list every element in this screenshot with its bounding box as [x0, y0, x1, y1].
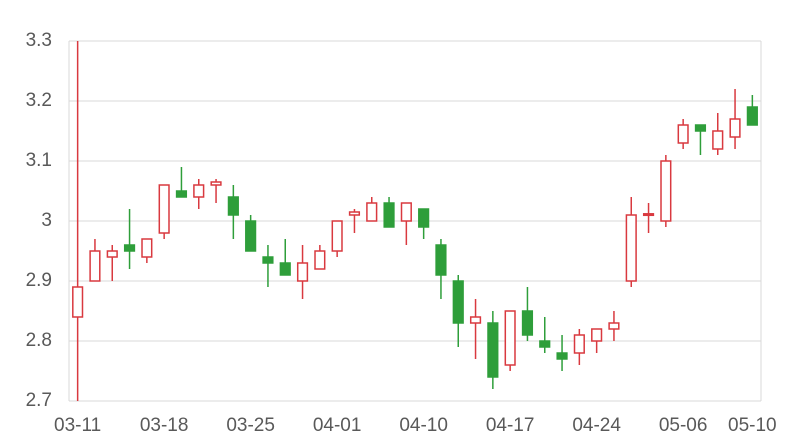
- candle-body: [245, 220, 257, 252]
- candle-body: [504, 310, 516, 366]
- candle-body: [642, 213, 655, 217]
- candle-body: [573, 334, 585, 354]
- candle-body: [435, 244, 447, 276]
- candle-body: [608, 322, 620, 330]
- x-tick-label: 05-10: [728, 415, 777, 436]
- candle-body: [141, 238, 153, 258]
- x-tick-label: 04-17: [486, 415, 535, 436]
- x-tick-label: 04-01: [313, 415, 362, 436]
- y-tick-label: 3.1: [26, 150, 52, 171]
- candle-body: [418, 208, 430, 228]
- candle-body: [712, 130, 724, 150]
- candle-body: [469, 316, 482, 324]
- y-tick-label: 3.2: [26, 90, 52, 111]
- x-tick-label: 03-11: [54, 415, 101, 436]
- candle-body: [262, 256, 274, 264]
- candle-body: [106, 250, 118, 258]
- y-tick-label: 2.9: [26, 270, 52, 291]
- candle-body: [331, 220, 343, 252]
- candle-body: [539, 340, 551, 348]
- candle-body: [348, 211, 361, 216]
- candle-body: [158, 184, 170, 234]
- y-tick-label: 3.3: [26, 30, 52, 51]
- candle-body: [279, 262, 291, 276]
- candle-body: [72, 286, 84, 318]
- candle-body: [89, 250, 101, 282]
- x-tick-label: 04-10: [399, 415, 448, 436]
- candle-body: [175, 190, 188, 198]
- x-tick-label: 03-18: [140, 415, 189, 436]
- candle-body: [487, 322, 499, 378]
- candle-body: [729, 118, 741, 138]
- candle-body: [677, 124, 689, 144]
- candle-body: [660, 160, 672, 222]
- candle-body: [556, 352, 568, 360]
- candle-body: [452, 280, 464, 324]
- x-tick-label: 04-24: [572, 415, 621, 436]
- candle-body: [383, 202, 395, 228]
- candle-body: [591, 328, 603, 342]
- candle-body: [314, 250, 326, 270]
- candle-body: [296, 262, 309, 282]
- x-tick-label: 05-06: [659, 415, 708, 436]
- candle-body: [366, 202, 378, 222]
- x-tick-label: 03-25: [226, 415, 275, 436]
- candle-body: [746, 106, 758, 126]
- candle-body: [694, 124, 707, 132]
- candle-body: [227, 196, 239, 216]
- candle-body: [625, 214, 637, 282]
- y-tick-label: 2.7: [26, 390, 52, 411]
- candle-body: [521, 310, 534, 336]
- candle-body: [123, 244, 136, 252]
- y-tick-label: 3: [41, 210, 52, 231]
- candle-body: [400, 202, 412, 222]
- y-tick-label: 2.8: [26, 330, 52, 351]
- candle-body: [210, 181, 222, 186]
- candle-body: [193, 184, 205, 198]
